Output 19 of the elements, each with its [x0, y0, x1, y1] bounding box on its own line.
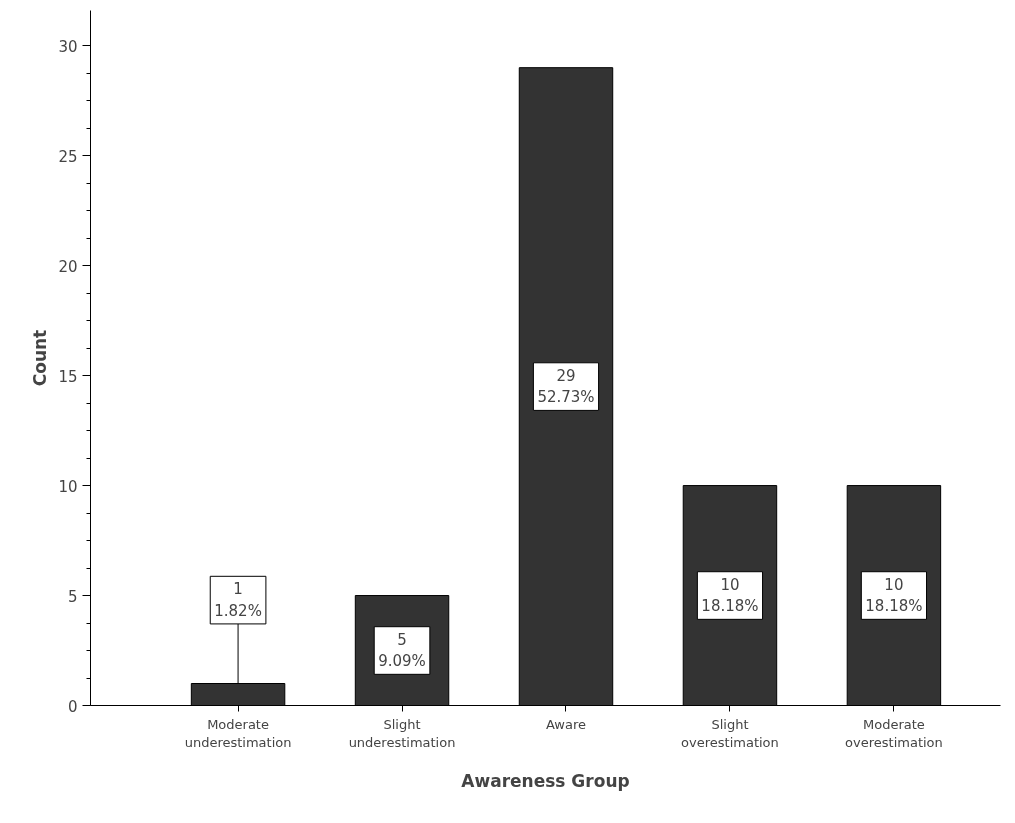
y-tick-label: 25	[58, 147, 78, 166]
x-tick-label: Slight underestimation	[348, 716, 456, 750]
data-label: 10 18.18%	[701, 575, 759, 616]
y-tick-label: 0	[67, 697, 78, 716]
y-tick-label: 20	[58, 257, 78, 276]
y-tick-label: 10	[58, 477, 78, 496]
x-tick-label: Moderate underestimation	[184, 716, 292, 750]
data-label: 29 52.73%	[537, 366, 595, 407]
x-tick-label: Aware	[545, 716, 587, 732]
x-tick-label: Moderate overestimation	[845, 716, 943, 750]
y-tick-label: 15	[58, 367, 78, 386]
y-axis-title: Count	[30, 329, 51, 387]
y-tick-label: 5	[67, 587, 78, 606]
x-axis-title: Awareness Group	[461, 770, 630, 791]
data-label: 5 9.09%	[378, 630, 426, 671]
data-label: 10 18.18%	[865, 575, 923, 616]
x-tick-label: Slight overestimation	[681, 716, 779, 750]
y-tick-label: 30	[58, 37, 78, 56]
data-label: 1 1.82%	[214, 580, 262, 620]
